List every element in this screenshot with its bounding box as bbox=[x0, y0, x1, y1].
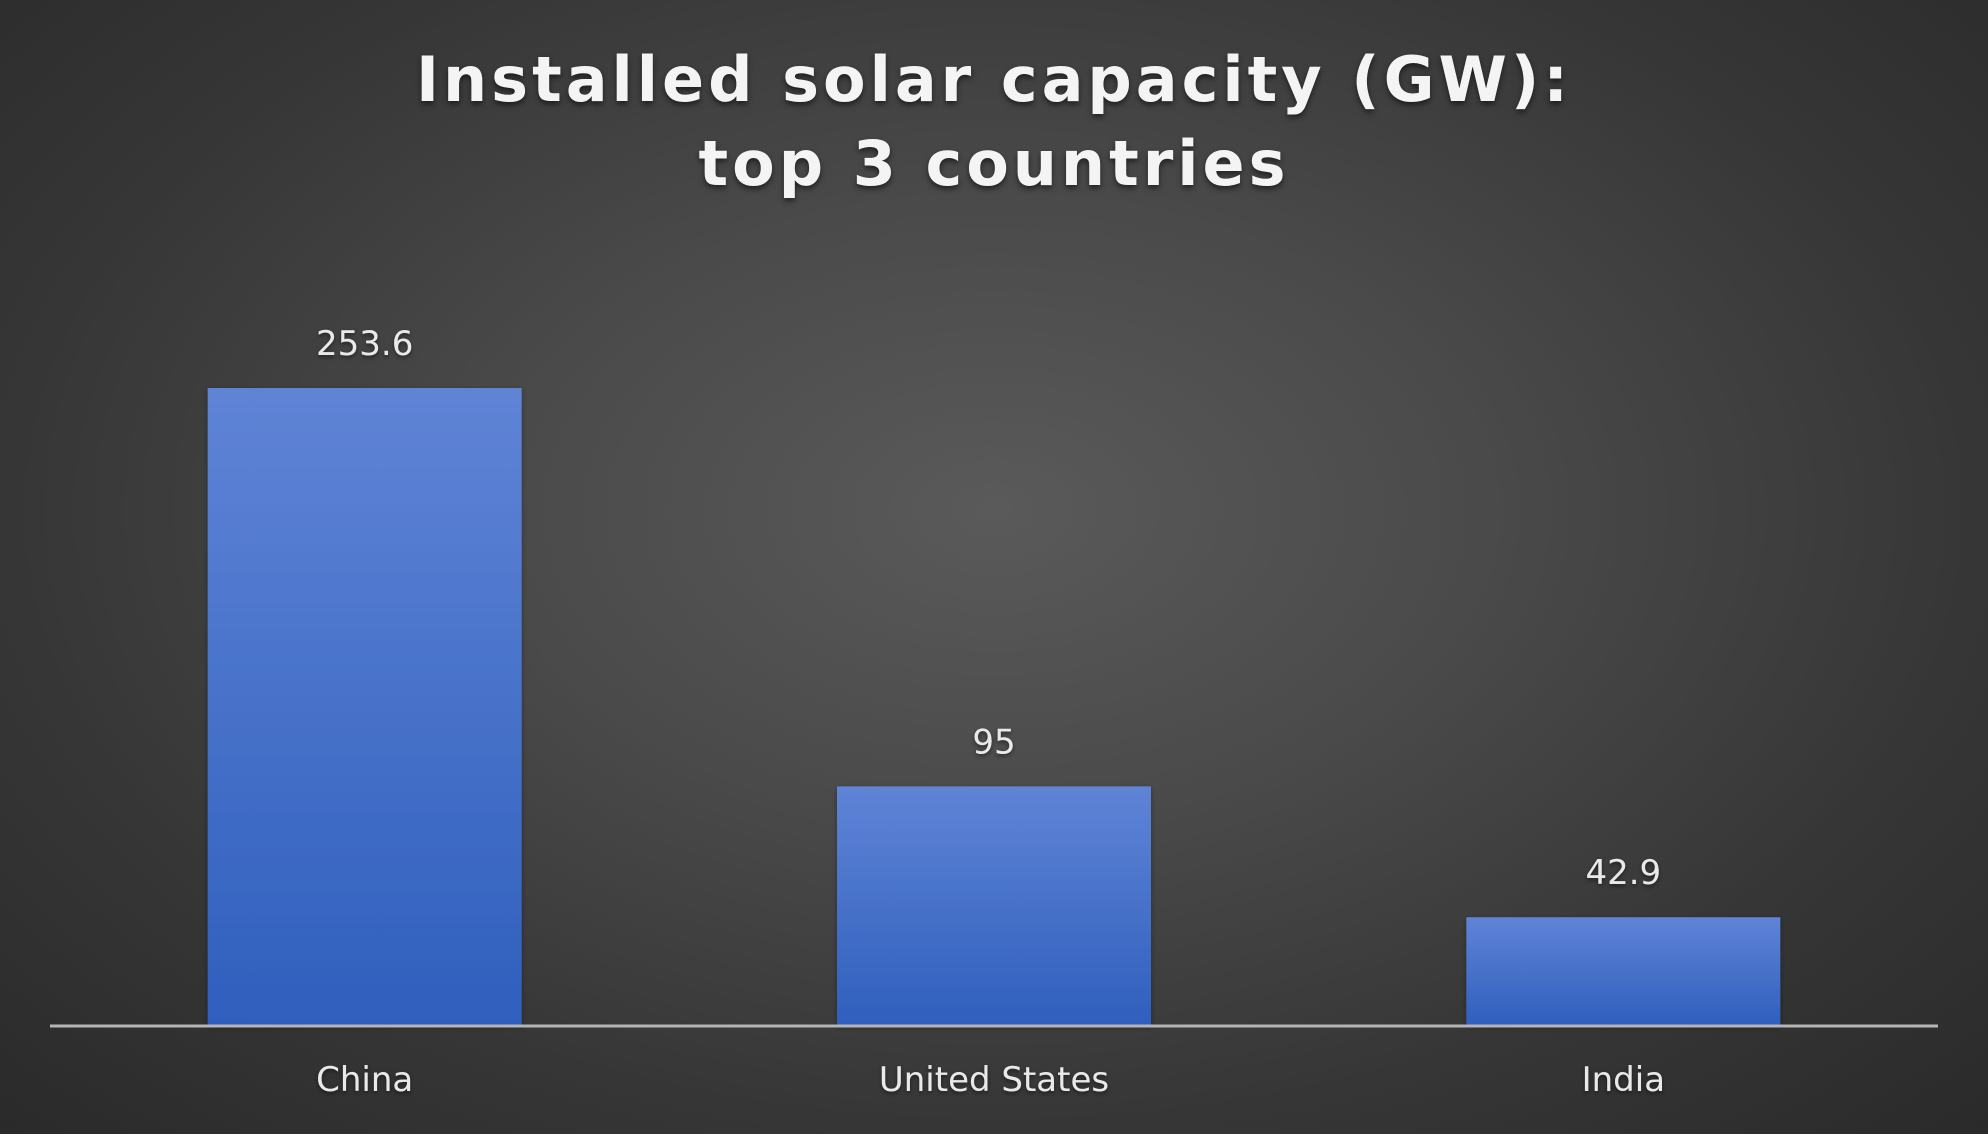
data-label-china: 253.6 bbox=[316, 324, 413, 364]
chart-title: Installed solar capacity (GW): top 3 cou… bbox=[415, 43, 1573, 200]
tick-label-united-states: United States bbox=[879, 1060, 1109, 1100]
bar-india bbox=[1466, 917, 1781, 1025]
bar-united-states bbox=[837, 786, 1151, 1025]
bars-layer bbox=[207, 388, 1781, 1025]
data-labels-layer: 253.6 95 42.9 bbox=[316, 324, 1661, 893]
category-labels-layer: China United States India bbox=[316, 1060, 1665, 1100]
data-label-united-states: 95 bbox=[972, 722, 1015, 762]
bar-china bbox=[207, 388, 522, 1025]
data-label-india: 42.9 bbox=[1585, 853, 1661, 893]
tick-label-india: India bbox=[1582, 1060, 1665, 1100]
tick-label-china: China bbox=[316, 1060, 413, 1100]
